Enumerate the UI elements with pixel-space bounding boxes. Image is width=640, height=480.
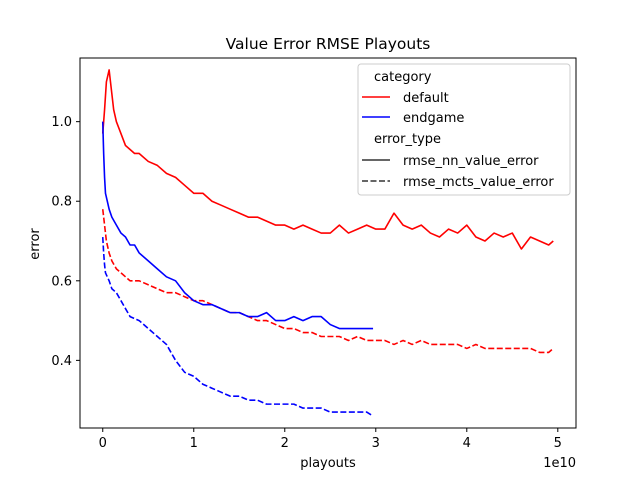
y-tick-label: 0.6 xyxy=(51,274,72,289)
x-axis-label: playouts xyxy=(300,456,356,471)
series-line-0000ff-solid xyxy=(101,121,374,330)
legend-frame xyxy=(357,63,571,196)
legend-label-rmse-mcts-value-error: rmse_mcts_value_error xyxy=(403,175,554,190)
x-tick-label: 1 xyxy=(190,436,198,451)
axes-frame xyxy=(79,57,577,429)
y-tick-label: 0.8 xyxy=(51,195,72,210)
legend-label-default: default xyxy=(403,91,449,106)
plot-area xyxy=(101,69,554,417)
x-tick-label: 2 xyxy=(281,436,289,451)
legend-group-title-error-type: error_type xyxy=(374,132,441,147)
legend-label-endgame: endgame xyxy=(403,111,464,126)
legend: category default endgame error_type rmse… xyxy=(357,63,571,196)
y-tick-label: 1.0 xyxy=(51,115,72,130)
series-line-ff0000-dashed xyxy=(101,209,554,354)
x-axis-offset-label: 1e10 xyxy=(543,456,576,471)
axes xyxy=(79,57,577,429)
series-group xyxy=(101,69,554,417)
x-tick-label: 3 xyxy=(372,436,380,451)
chart-title: Value Error RMSE Playouts xyxy=(226,35,431,53)
x-tick-label: 0 xyxy=(99,436,107,451)
tick-marks: 0 1 2 3 4 5 0.4 0.6 0.8 1.0 xyxy=(51,115,562,451)
series-line-0000ff-dashed xyxy=(101,236,374,417)
legend-group-title-category: category xyxy=(374,70,432,85)
legend-label-rmse-nn-value-error: rmse_nn_value_error xyxy=(403,154,539,169)
x-tick-label: 4 xyxy=(463,436,471,451)
y-tick-label: 0.4 xyxy=(51,354,72,369)
x-tick-label: 5 xyxy=(554,436,562,451)
y-axis-label: error xyxy=(28,228,43,260)
series-line-ff0000-solid xyxy=(101,69,554,250)
